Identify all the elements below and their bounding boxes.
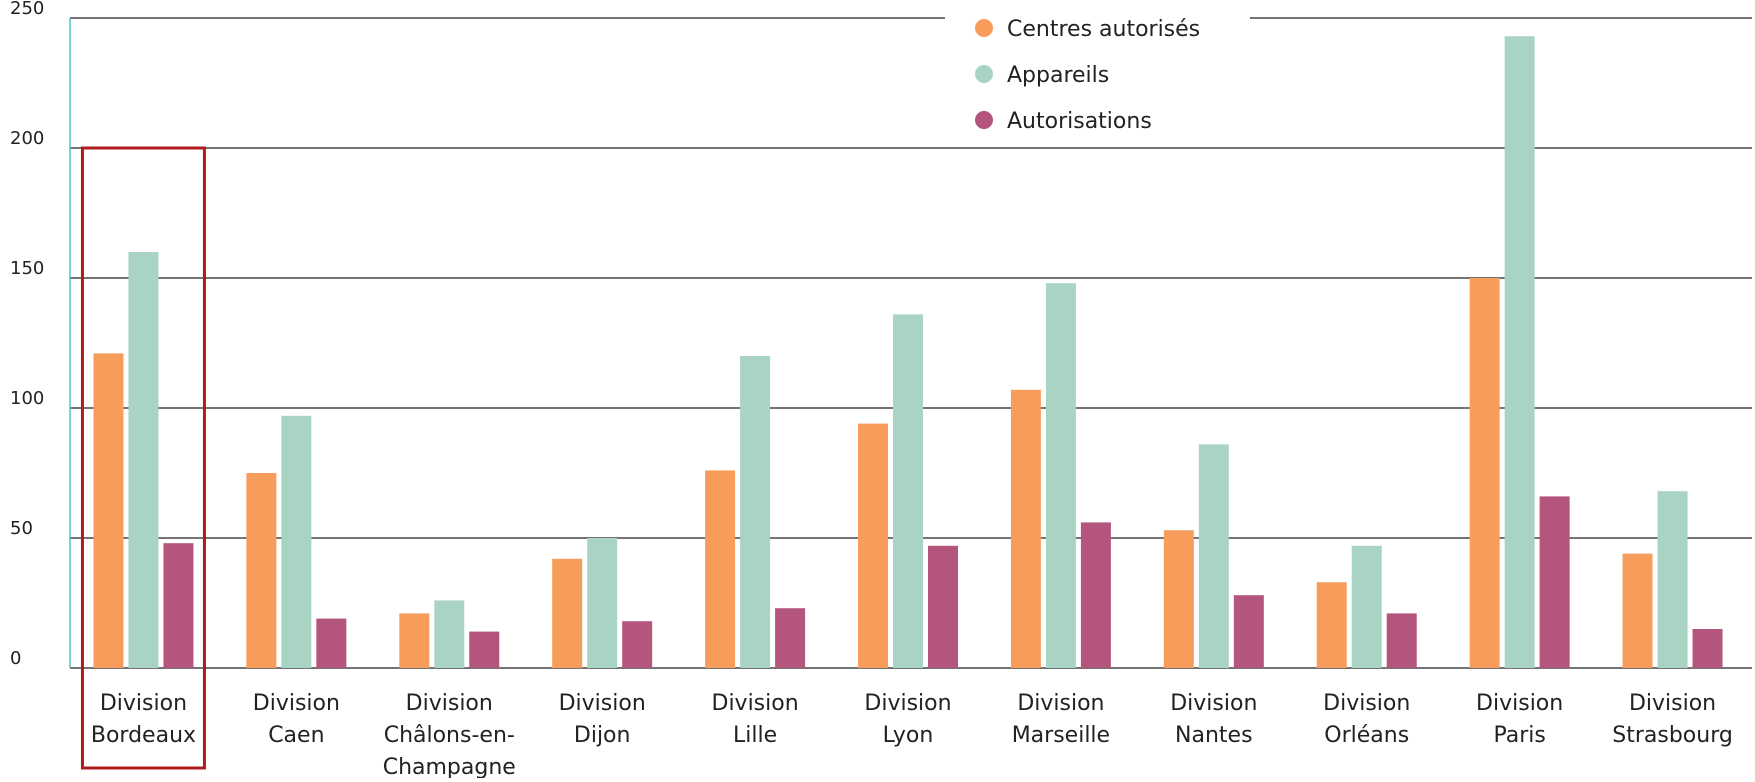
x-tick-label: Champagne (383, 755, 516, 778)
x-tick-label: Division (559, 691, 646, 716)
bar (316, 618, 347, 668)
x-tick-label: Division (100, 691, 187, 716)
x-tick-label: Division (1629, 691, 1716, 716)
bar (1386, 613, 1417, 668)
bar (1163, 530, 1194, 668)
x-tick-label: Orléans (1324, 723, 1409, 748)
bar (893, 314, 923, 668)
bar (1080, 522, 1111, 668)
y-tick-label: 200 (10, 128, 44, 149)
legend-label: Appareils (1007, 63, 1109, 88)
x-tick-label: Division (712, 691, 799, 716)
x-tick-label: Division (1323, 691, 1410, 716)
bar (1045, 283, 1076, 668)
bar (1010, 389, 1041, 668)
bar (1692, 629, 1723, 668)
x-tick-label: Lille (733, 723, 777, 748)
highlight-box (80, 146, 206, 770)
y-tick-label: 250 (10, 0, 44, 19)
bar (246, 473, 277, 668)
legend-label: Centres autorisés (1007, 17, 1200, 42)
x-tick-label: Division (1476, 691, 1563, 716)
x-tick-label: Division (864, 691, 951, 716)
bar (928, 545, 958, 668)
bar (775, 608, 806, 668)
bar (93, 353, 124, 668)
y-tick-label: 100 (10, 388, 44, 409)
bar (128, 252, 159, 668)
highlight-rectangle (80, 146, 206, 770)
bar (705, 470, 736, 668)
bar (1351, 545, 1382, 668)
x-tick-label: Nantes (1175, 723, 1253, 748)
x-axis-labels: Division Bordeaux Division Caen Division Châl… (91, 691, 1733, 780)
x-tick-label: Marseille (1012, 723, 1110, 748)
bar (587, 538, 618, 668)
bar (1539, 496, 1570, 668)
bar (1198, 444, 1229, 668)
x-tick-label: Bordeaux (91, 723, 196, 748)
x-tick-label: Division (1017, 691, 1104, 716)
bar (858, 423, 888, 668)
bar (622, 621, 653, 668)
legend-marker (975, 19, 993, 37)
y-tick-label: 150 (10, 258, 44, 279)
bar (399, 613, 430, 668)
bar (1316, 582, 1347, 668)
bar (469, 631, 500, 668)
bar (552, 558, 583, 668)
bar (1657, 491, 1688, 668)
bar (1233, 595, 1264, 668)
x-tick-label: Division (406, 691, 493, 716)
y-axis-ticks: 0 50 100 150 200 250 (10, 0, 44, 669)
y-tick-label: 50 (10, 518, 33, 539)
bar (163, 543, 194, 668)
x-tick-label: Dijon (574, 723, 631, 748)
x-tick-label: Strasbourg (1612, 723, 1733, 748)
legend-marker (975, 111, 993, 129)
bar (740, 356, 771, 668)
legend-label: Autorisations (1007, 109, 1152, 134)
legend: Centres autorisés Appareils Autorisations (975, 17, 1200, 134)
bar (434, 600, 465, 668)
y-tick-label: 0 (10, 648, 21, 669)
x-tick-label: Caen (268, 723, 324, 748)
x-tick-label: Paris (1493, 723, 1545, 748)
x-tick-label: Châlons-en- (384, 723, 515, 748)
bar (1504, 36, 1535, 668)
bar (1622, 553, 1653, 668)
bar (281, 415, 312, 668)
legend-marker (975, 65, 993, 83)
bar (1469, 278, 1500, 668)
x-tick-label: Division (253, 691, 340, 716)
x-tick-label: Lyon (883, 723, 934, 748)
x-tick-label: Division (1170, 691, 1257, 716)
bars (93, 36, 1723, 668)
